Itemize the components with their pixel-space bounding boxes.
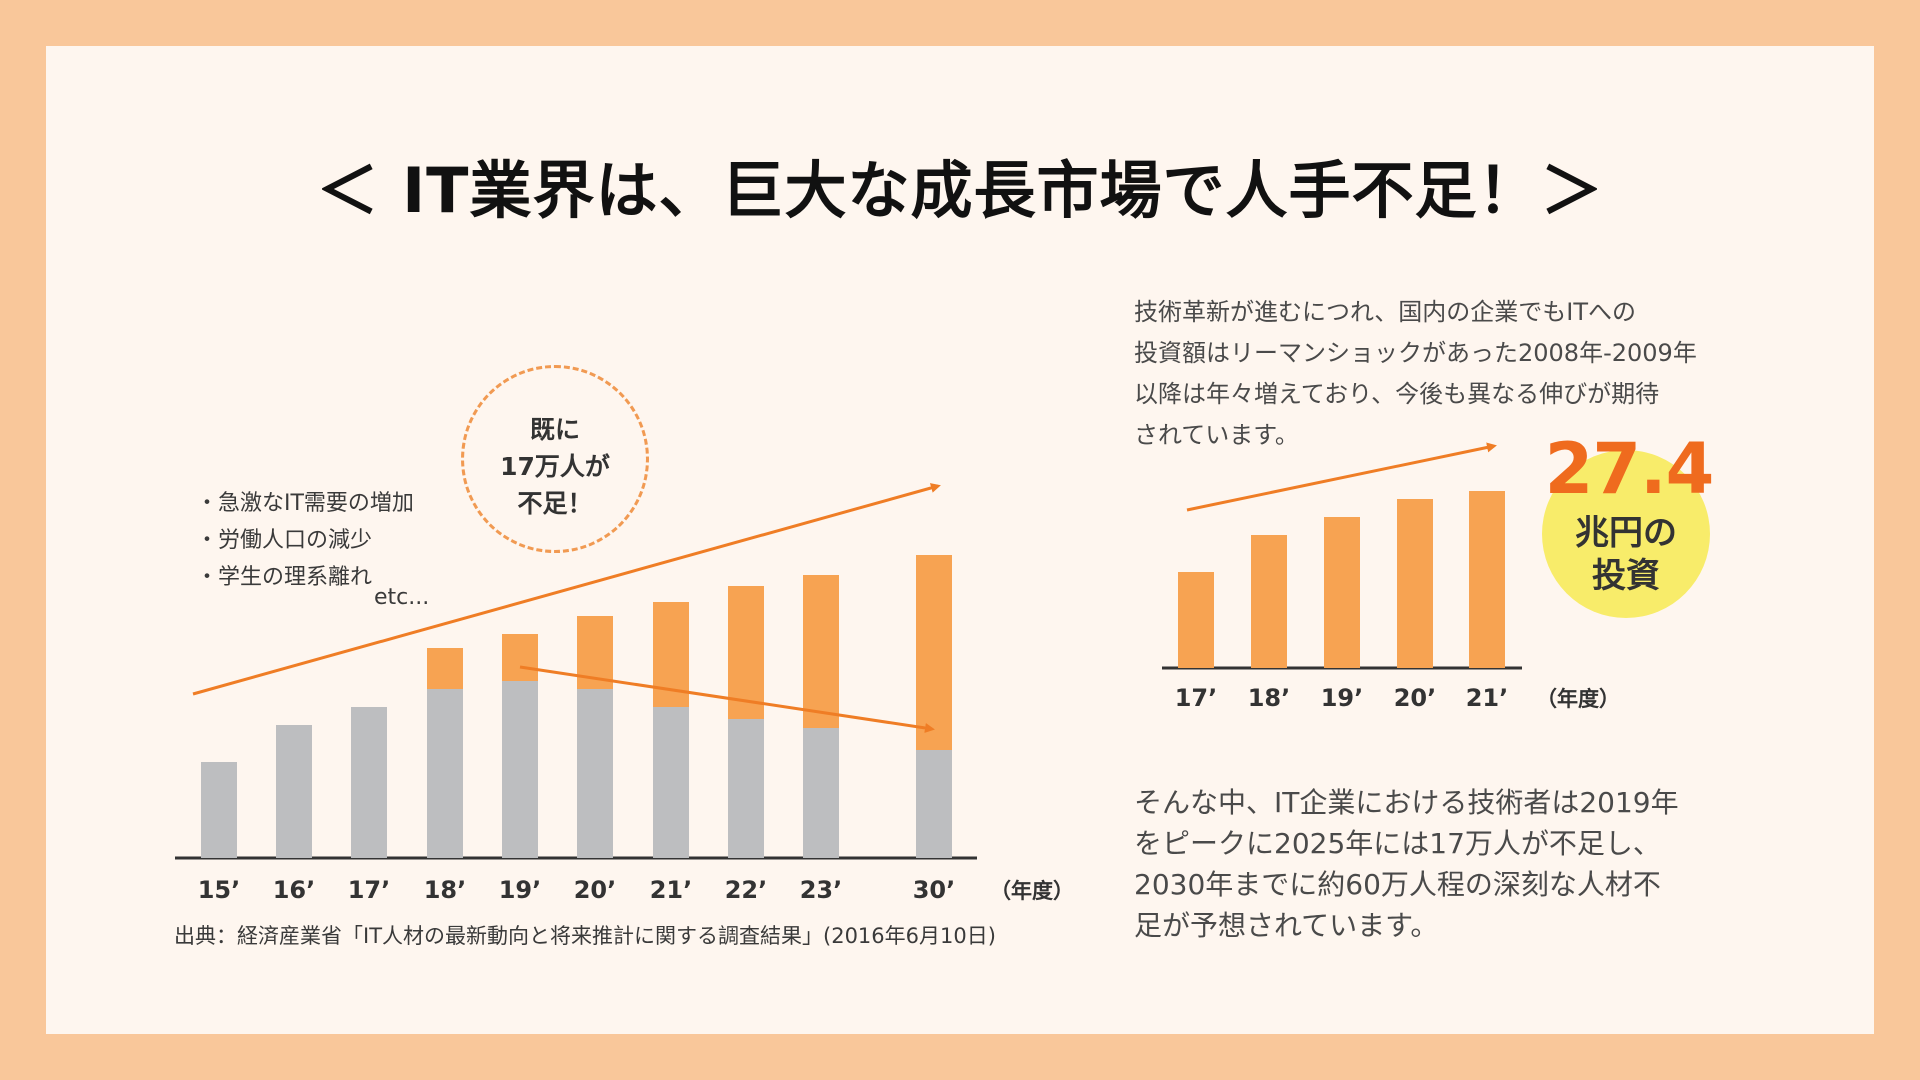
badge-label-2: 投資	[1592, 556, 1660, 596]
source-note: 出典：経済産業省「IT人材の最新動向と将来推計に関する調査結果」(2016年6月…	[174, 924, 996, 948]
left-tick-label: 21’	[650, 876, 693, 904]
shortage-description: そんな中、IT企業における技術者は2019年 をピークに2025年には17万人が…	[1134, 782, 1774, 946]
factor-1: ・急激なIT需要の増加	[196, 491, 414, 516]
left-bar-orange	[427, 648, 463, 689]
right-unit-label: （年度）	[1536, 687, 1620, 711]
description-line: されています。	[1134, 421, 1299, 449]
factor-3: ・学生の理系離れ	[196, 565, 373, 590]
right-bar	[1397, 499, 1433, 668]
left-bar-gray	[427, 689, 463, 858]
left-bar-gray	[276, 725, 312, 858]
investment-badge	[1542, 450, 1710, 618]
right-bar	[1469, 491, 1505, 668]
left-bar-gray	[653, 707, 689, 858]
description-line: 技術革新が進むにつれ、国内の企業でもITへの	[1134, 298, 1636, 326]
left-bar-gray	[728, 719, 764, 858]
left-tick-label: 17’	[348, 876, 391, 904]
left-bar-gray	[577, 689, 613, 858]
left-tick-label: 15’	[198, 876, 241, 904]
left-tick-label: 23’	[800, 876, 843, 904]
shortage-circle: 既に 17万人が 不足！	[461, 365, 649, 553]
slide-title: ＜ IT業界は、巨大な成長市場で人手不足！＞	[316, 154, 1604, 227]
right-growth-arrow	[1186, 442, 1497, 512]
left-bar-gray	[916, 750, 952, 858]
shortage-line: 足が予想されています。	[1134, 909, 1439, 942]
left-bar-gray	[201, 762, 237, 858]
right-bar	[1178, 572, 1214, 668]
left-tick-label: 19’	[499, 876, 542, 904]
factor-2: ・労働人口の減少	[196, 528, 373, 553]
circle-line-3: 不足！	[517, 489, 593, 518]
factor-etc: etc...	[374, 585, 430, 610]
left-tick-label: 22’	[725, 876, 768, 904]
left-bar-orange	[803, 575, 839, 728]
shortage-line: 2030年までに約60万人程の深刻な人材不	[1134, 868, 1661, 901]
left-tick-label: 16’	[273, 876, 316, 904]
left-growth-arrow	[192, 483, 941, 696]
left-bar-orange	[502, 634, 538, 681]
left-decline-arrow	[519, 665, 935, 733]
left-bar-gray	[803, 728, 839, 858]
left-tick-label: 30’	[913, 876, 956, 904]
left-unit-label: （年度）	[990, 879, 1074, 903]
left-bar-gray	[351, 707, 387, 858]
right-tick-label: 19’	[1321, 684, 1364, 712]
circle-line-2: 17万人が	[500, 452, 610, 481]
badge-label-1: 兆円の	[1575, 513, 1677, 553]
investment-description: 技術革新が進むにつれ、国内の企業でもITへの 投資額はリーマンショックがあった2…	[1134, 292, 1774, 456]
right-bar	[1324, 517, 1360, 668]
left-bar-gray	[502, 681, 538, 858]
circle-line-1: 既に	[529, 415, 580, 444]
left-bar-orange	[728, 586, 764, 719]
right-tick-label: 20’	[1394, 684, 1437, 712]
shortage-line: をピークに2025年には17万人が不足し、	[1134, 827, 1661, 860]
shortage-line: そんな中、IT企業における技術者は2019年	[1134, 786, 1679, 819]
right-tick-label: 18’	[1248, 684, 1291, 712]
left-bar-orange	[916, 555, 952, 750]
right-bar	[1251, 535, 1287, 668]
right-tick-label: 17’	[1175, 684, 1218, 712]
left-tick-label: 20’	[574, 876, 617, 904]
badge-value: 27.4	[1544, 428, 1715, 510]
description-line: 投資額はリーマンショックがあった2008年-2009年	[1134, 339, 1697, 367]
right-tick-label: 21’	[1466, 684, 1509, 712]
description-line: 以降は年々増えており、今後も異なる伸びが期待	[1134, 380, 1660, 408]
left-tick-label: 18’	[424, 876, 467, 904]
